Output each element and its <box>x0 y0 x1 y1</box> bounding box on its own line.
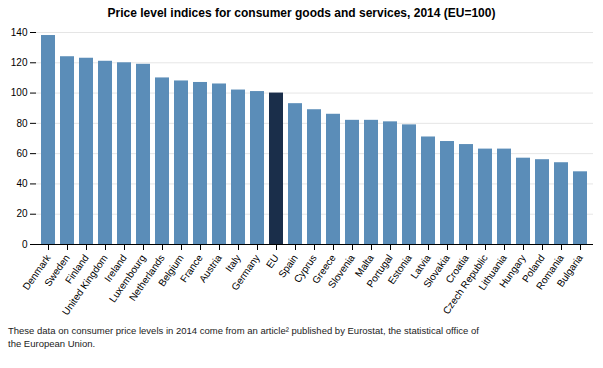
svg-text:Sweden: Sweden <box>42 252 72 289</box>
svg-text:Denmark: Denmark <box>20 252 53 292</box>
svg-text:Luxembourg: Luxembourg <box>106 252 148 305</box>
svg-text:20: 20 <box>16 208 28 219</box>
svg-text:Romania: Romania <box>533 252 566 292</box>
svg-text:Austria: Austria <box>197 252 224 284</box>
html-text:Price level indices for consum: Price level indices for consumer goods a… <box>107 6 496 20</box>
svg-text:Hungary: Hungary <box>497 252 528 289</box>
svg-text:Lithuania: Lithuania <box>476 252 509 292</box>
svg-text:Germany: Germany <box>229 252 262 292</box>
svg-text:Croatia: Croatia <box>443 252 471 286</box>
svg-text:Ireland: Ireland <box>102 252 129 284</box>
svg-text:United Kingdom: United Kingdom <box>60 252 110 317</box>
svg-text:Czech Republic: Czech Republic <box>440 252 490 317</box>
svg-text:Bulgaria: Bulgaria <box>555 252 585 289</box>
svg-text:80: 80 <box>16 118 28 129</box>
svg-text:Slovenia: Slovenia <box>326 252 357 290</box>
svg-text:Spain: Spain <box>276 252 300 280</box>
svg-text:60: 60 <box>16 148 28 159</box>
svg-text:France: France <box>177 252 205 285</box>
html-text:These data on consumer price l: These data on consumer price levels in 2… <box>8 325 479 350</box>
svg-text:Portugal: Portugal <box>364 252 395 290</box>
svg-text:EU: EU <box>264 252 281 270</box>
svg-text:Finland: Finland <box>62 252 91 286</box>
svg-text:Slovakia: Slovakia <box>421 252 452 290</box>
svg-text:Latvia: Latvia <box>408 252 433 281</box>
svg-text:Belgium: Belgium <box>156 252 186 288</box>
svg-text:Netherlands: Netherlands <box>126 252 167 303</box>
svg-text:40: 40 <box>16 178 28 189</box>
svg-text:Greece: Greece <box>309 252 338 286</box>
svg-text:Malta: Malta <box>352 252 376 279</box>
svg-text:Estonia: Estonia <box>386 252 414 286</box>
svg-text:Italy: Italy <box>223 252 243 274</box>
svg-text:140: 140 <box>11 27 28 38</box>
svg-text:100: 100 <box>11 87 28 98</box>
svg-text:0: 0 <box>22 239 28 250</box>
svg-text:Cyprus: Cyprus <box>291 252 319 285</box>
svg-text:120: 120 <box>11 57 28 68</box>
svg-text:Poland: Poland <box>519 252 547 285</box>
